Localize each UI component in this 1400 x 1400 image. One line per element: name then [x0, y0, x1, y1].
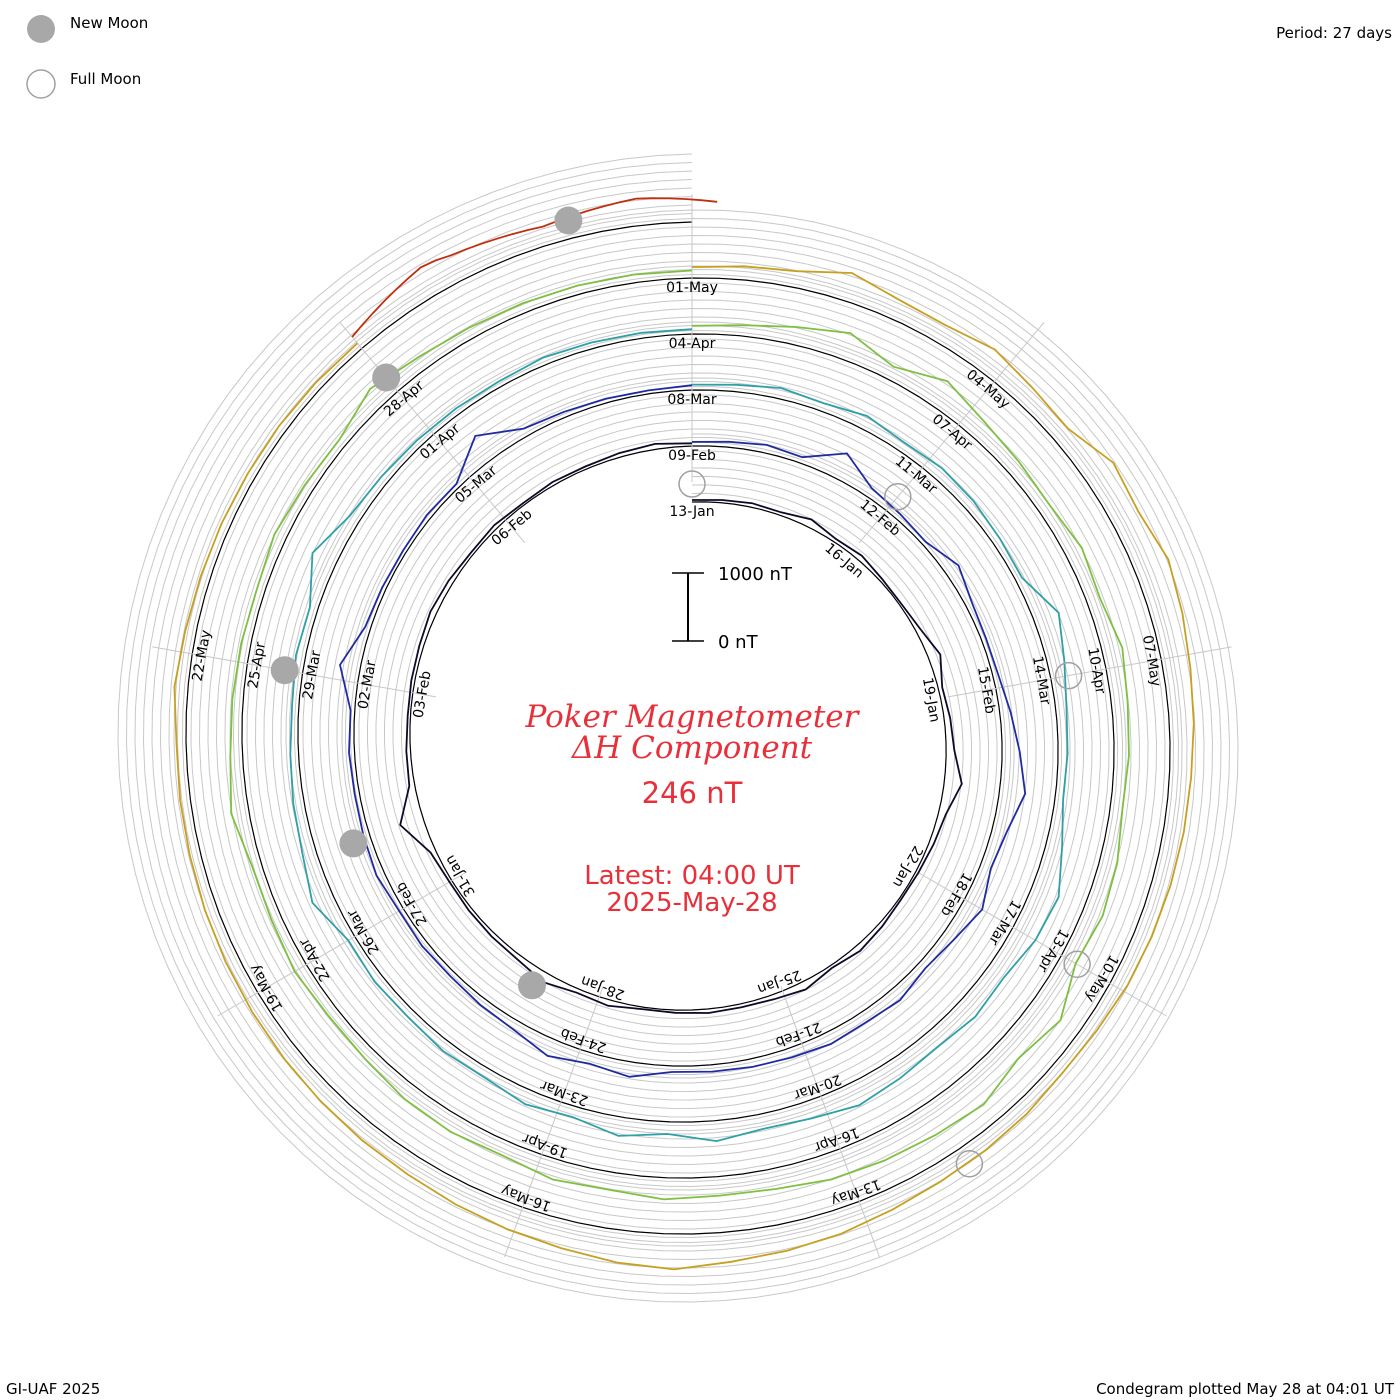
date-tick-label: 29-Mar: [300, 649, 324, 701]
latest-date: 2025-May-28: [606, 888, 777, 918]
date-tick-label: 03-Feb: [411, 670, 435, 720]
new-moon-marker: [554, 206, 583, 235]
date-tick-label: 18-Feb: [937, 870, 975, 919]
date-tick-label: 04-Apr: [669, 336, 716, 352]
full-moon-label: Full Moon: [70, 70, 141, 88]
data-series: [173, 197, 1195, 1271]
date-tick-label: 02-Mar: [355, 659, 379, 711]
date-tick-label: 13-Jan: [669, 504, 714, 520]
date-tick-label: 08-Mar: [667, 392, 717, 408]
new-moon-marker: [372, 363, 401, 392]
grid-spiral: [151, 187, 1205, 1269]
moon-markers: [270, 206, 1091, 1178]
date-tick-label: 16-May: [499, 1181, 553, 1214]
grid-spiral: [176, 213, 1180, 1244]
period-label: Period: 27 days: [1276, 24, 1392, 42]
full-moon-marker: [955, 1150, 984, 1178]
latest-time: Latest: 04:00 UT: [584, 861, 800, 891]
chart-subtitle: ΔH Component: [571, 730, 813, 766]
new-moon-marker: [270, 656, 299, 685]
date-tick-label: 15-Feb: [974, 665, 998, 715]
grid-spiral: [168, 204, 1188, 1252]
spoke-line: [916, 871, 1167, 1017]
series-line: [351, 197, 718, 338]
baseline-spiral: [185, 221, 1171, 1235]
grid-spiral: [134, 170, 1222, 1286]
grid-spiral: [159, 196, 1197, 1261]
footer-plot-time: Condegram plotted May 28 at 04:01 UT: [1096, 1380, 1395, 1398]
grid-spiral: [142, 179, 1214, 1278]
series-line: [339, 384, 1027, 1078]
date-tick-label: 22-Jan: [889, 843, 925, 890]
scale-bar: 1000 nT 0 nT: [672, 564, 793, 653]
full-moon-icon: [26, 69, 56, 99]
date-tick-label: 09-Feb: [668, 448, 716, 464]
current-value: 246 nT: [642, 776, 743, 810]
date-tick-label: 10-Apr: [1084, 646, 1108, 695]
date-tick-label: 25-Apr: [245, 641, 269, 690]
series-line: [173, 265, 1195, 1271]
chart-title: Poker Magnetometer: [525, 699, 861, 735]
date-tick-label: 31-Jan: [442, 852, 478, 899]
scale-bottom-label: 0 nT: [718, 632, 759, 653]
spoke-line: [339, 321, 526, 544]
date-tick-label: 19-Jan: [919, 676, 943, 723]
new-moon-icon: [27, 15, 55, 43]
date-tick-label: 23-Mar: [538, 1077, 590, 1109]
date-tick-label: 05-Mar: [452, 463, 500, 507]
full-moon-marker: [1054, 661, 1083, 690]
series-line: [399, 442, 963, 1014]
spoke-line: [780, 986, 880, 1258]
date-tick-label: 01-May: [666, 280, 718, 296]
spoke-line: [947, 646, 1232, 698]
footer-credit: GI-UAF 2025: [6, 1380, 100, 1398]
series-line: [229, 269, 1130, 1201]
date-tick-label: 13-May: [829, 1176, 883, 1209]
new-moon-label: New Moon: [70, 14, 148, 32]
spoke-line: [217, 871, 468, 1017]
date-tick-label: 22-May: [190, 629, 215, 683]
spoke-line: [858, 321, 1045, 544]
full-moon-marker: [678, 470, 706, 498]
spoke-line: [504, 986, 604, 1258]
spiral-grid: [117, 153, 1239, 1303]
date-tick-label: 22-Apr: [296, 935, 333, 984]
scale-top-label: 1000 nT: [718, 564, 793, 585]
date-tick-label: 14-Mar: [1029, 655, 1053, 707]
full-moon-marker: [1063, 950, 1091, 979]
grid-spiral: [117, 153, 1239, 1303]
series-line: [289, 328, 1069, 1143]
new-moon-marker: [518, 971, 546, 1000]
full-moon-marker: [884, 482, 912, 511]
new-moon-marker: [339, 829, 368, 858]
